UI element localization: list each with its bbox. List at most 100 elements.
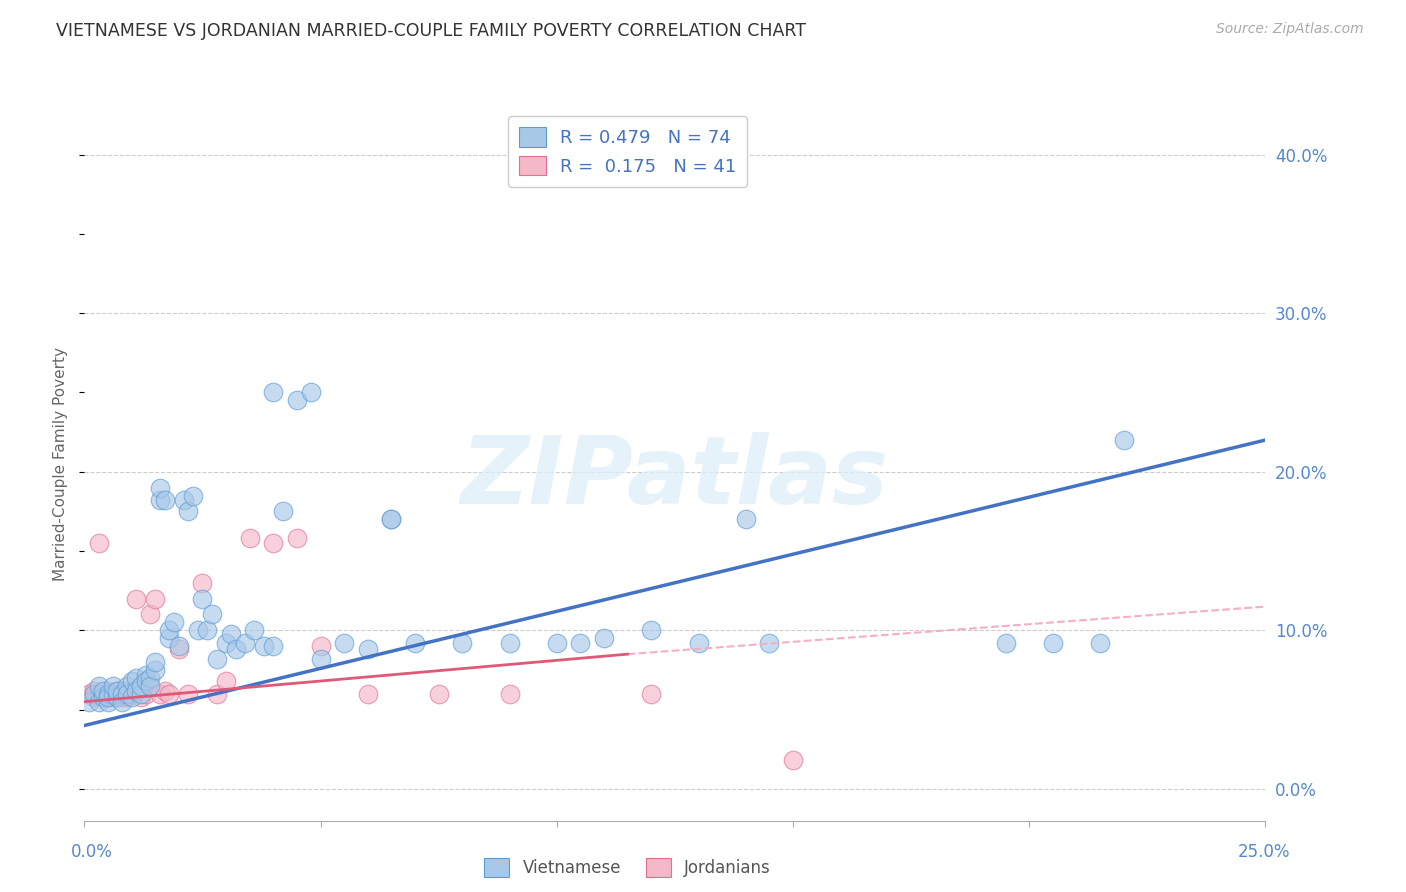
Point xyxy=(262,385,284,400)
Point xyxy=(121,687,143,701)
Point xyxy=(87,679,110,693)
Point xyxy=(97,687,120,701)
Point xyxy=(191,575,214,590)
Point xyxy=(153,683,176,698)
Point xyxy=(143,591,166,606)
Point xyxy=(195,624,218,638)
Point xyxy=(97,690,120,704)
Point xyxy=(1112,433,1135,447)
Point xyxy=(994,636,1017,650)
Text: 25.0%: 25.0% xyxy=(1237,843,1291,861)
Point xyxy=(107,690,129,704)
Point xyxy=(451,636,474,650)
Point xyxy=(191,591,214,606)
Point xyxy=(215,636,238,650)
Point xyxy=(115,687,138,701)
Point xyxy=(139,679,162,693)
Point xyxy=(299,385,322,400)
Point xyxy=(253,639,276,653)
Point xyxy=(262,536,284,550)
Point xyxy=(285,532,308,546)
Point xyxy=(758,636,780,650)
Point xyxy=(167,639,190,653)
Point xyxy=(139,607,162,622)
Point xyxy=(569,636,592,650)
Point xyxy=(77,695,100,709)
Point xyxy=(121,683,143,698)
Point xyxy=(115,690,138,704)
Point xyxy=(111,695,134,709)
Point xyxy=(97,690,120,704)
Point xyxy=(107,683,129,698)
Text: ZIPatlas: ZIPatlas xyxy=(461,432,889,524)
Text: Source: ZipAtlas.com: Source: ZipAtlas.com xyxy=(1216,22,1364,37)
Point xyxy=(205,687,228,701)
Point xyxy=(157,632,180,646)
Point xyxy=(125,683,148,698)
Point xyxy=(83,690,105,704)
Point xyxy=(111,683,134,698)
Point xyxy=(688,636,710,650)
Text: VIETNAMESE VS JORDANIAN MARRIED-COUPLE FAMILY POVERTY CORRELATION CHART: VIETNAMESE VS JORDANIAN MARRIED-COUPLE F… xyxy=(56,22,806,40)
Point xyxy=(173,493,195,508)
Point xyxy=(121,674,143,689)
Point xyxy=(77,687,100,701)
Point xyxy=(309,639,332,653)
Point xyxy=(380,512,402,526)
Point xyxy=(153,493,176,508)
Y-axis label: Married-Couple Family Poverty: Married-Couple Family Poverty xyxy=(53,347,69,581)
Point xyxy=(149,481,172,495)
Point xyxy=(139,671,162,685)
Point xyxy=(143,663,166,677)
Point xyxy=(205,652,228,666)
Point xyxy=(115,687,138,701)
Point xyxy=(115,679,138,693)
Point xyxy=(309,652,332,666)
Point xyxy=(135,667,157,681)
Point xyxy=(1088,636,1111,650)
Point xyxy=(271,504,294,518)
Point xyxy=(129,690,152,704)
Point xyxy=(83,683,105,698)
Point xyxy=(262,639,284,653)
Point xyxy=(101,687,124,701)
Point xyxy=(135,687,157,701)
Point xyxy=(87,536,110,550)
Point xyxy=(167,642,190,657)
Point xyxy=(734,512,756,526)
Point xyxy=(87,687,110,701)
Point xyxy=(149,687,172,701)
Point xyxy=(91,690,114,704)
Point xyxy=(157,624,180,638)
Point xyxy=(125,591,148,606)
Point xyxy=(91,683,114,698)
Point xyxy=(129,687,152,701)
Point xyxy=(427,687,450,701)
Point xyxy=(107,687,129,701)
Point xyxy=(233,636,256,650)
Point xyxy=(101,690,124,704)
Point xyxy=(125,671,148,685)
Point xyxy=(201,607,224,622)
Point xyxy=(97,683,120,698)
Point xyxy=(593,632,616,646)
Point xyxy=(177,504,200,518)
Point xyxy=(101,687,124,701)
Point xyxy=(143,655,166,669)
Text: 0.0%: 0.0% xyxy=(70,843,112,861)
Point xyxy=(498,636,520,650)
Point xyxy=(91,690,114,704)
Point xyxy=(285,393,308,408)
Point xyxy=(640,624,662,638)
Point xyxy=(219,626,242,640)
Point xyxy=(546,636,568,650)
Point xyxy=(101,679,124,693)
Point xyxy=(640,687,662,701)
Point xyxy=(107,683,129,698)
Point xyxy=(87,695,110,709)
Point xyxy=(163,615,186,630)
Point xyxy=(157,687,180,701)
Point xyxy=(357,687,380,701)
Point xyxy=(111,690,134,704)
Point xyxy=(333,636,356,650)
